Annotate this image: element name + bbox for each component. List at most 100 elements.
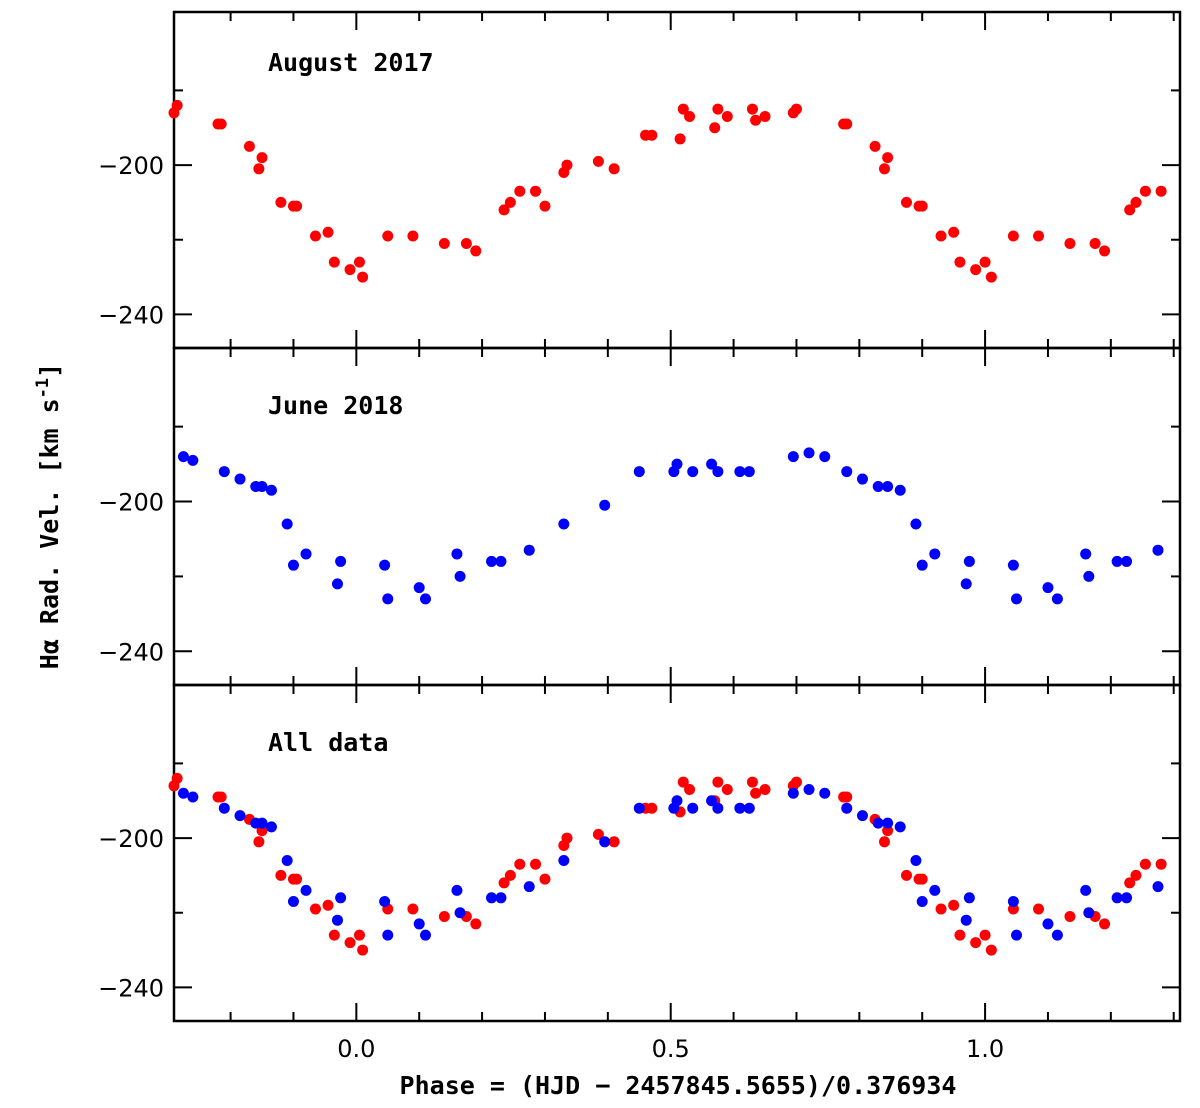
data-point <box>353 929 365 941</box>
data-point <box>687 802 699 814</box>
data-point <box>979 929 991 941</box>
data-point <box>1121 892 1133 904</box>
data-point <box>712 466 724 478</box>
panel-frame <box>172 683 1182 1023</box>
data-point <box>470 245 482 257</box>
panel-title: August 2017 <box>268 48 434 77</box>
data-point <box>759 784 771 796</box>
data-point <box>900 196 912 208</box>
data-point <box>187 791 199 803</box>
data-point <box>253 836 265 848</box>
data-point <box>215 118 227 130</box>
data-point <box>1033 230 1045 242</box>
data-point <box>495 892 507 904</box>
data-point <box>1152 544 1164 556</box>
data-point <box>561 159 573 171</box>
data-point <box>963 555 975 567</box>
data-point <box>1007 230 1019 242</box>
data-point <box>379 896 391 908</box>
data-point <box>243 140 255 152</box>
data-point <box>935 903 947 915</box>
data-point <box>1152 881 1164 893</box>
data-point <box>495 555 507 567</box>
data-point <box>558 518 570 530</box>
data-point <box>1124 877 1136 889</box>
data-point <box>674 133 686 145</box>
data-point <box>234 810 246 822</box>
panel-title: All data <box>268 728 388 757</box>
data-point <box>561 832 573 844</box>
data-point <box>281 854 293 866</box>
data-point <box>504 869 516 881</box>
data-point <box>734 802 746 814</box>
data-point <box>256 152 268 164</box>
data-point <box>929 548 941 560</box>
data-point <box>300 548 312 560</box>
data-point <box>379 559 391 571</box>
data-point <box>721 111 733 123</box>
data-point <box>954 256 966 268</box>
data-point <box>677 103 689 115</box>
data-point <box>633 466 645 478</box>
data-point <box>300 884 312 896</box>
data-point <box>407 903 419 915</box>
y-tick-label: −240 <box>98 974 164 1002</box>
data-point <box>712 103 724 115</box>
data-point <box>1064 910 1076 922</box>
data-point <box>1042 582 1054 594</box>
data-point <box>1089 237 1101 249</box>
data-point <box>265 821 277 833</box>
data-point <box>486 892 498 904</box>
data-point <box>539 873 551 885</box>
data-point <box>787 787 799 799</box>
panel-title: June 2018 <box>268 391 403 420</box>
data-point <box>746 776 758 788</box>
data-point <box>275 869 287 881</box>
data-point <box>709 122 721 134</box>
data-point <box>1124 204 1136 216</box>
x-tick-label: 0.0 <box>337 1035 375 1063</box>
data-point <box>878 163 890 175</box>
data-point <box>819 787 831 799</box>
data-point <box>916 873 928 885</box>
data-point <box>841 118 853 130</box>
data-point <box>291 873 303 885</box>
data-point <box>1130 869 1142 881</box>
y-tick-label: −200 <box>98 489 164 517</box>
data-point <box>504 196 516 208</box>
data-point <box>633 802 645 814</box>
data-point <box>954 929 966 941</box>
data-point <box>721 784 733 796</box>
data-point <box>706 795 718 807</box>
data-point <box>1007 896 1019 908</box>
data-point <box>454 907 466 919</box>
data-point <box>451 548 463 560</box>
data-point <box>882 152 894 164</box>
data-point <box>985 944 997 956</box>
data-point <box>335 555 347 567</box>
y-axis-label: Hα Rad. Vel. [km s-1] <box>33 363 64 669</box>
data-point <box>916 200 928 212</box>
data-point <box>328 256 340 268</box>
data-point <box>558 854 570 866</box>
y-tick-label: −240 <box>98 638 164 666</box>
data-point <box>1083 907 1095 919</box>
y-tick-label: −200 <box>98 825 164 853</box>
data-point <box>1011 929 1023 941</box>
data-point <box>309 903 321 915</box>
y-tick-label: −240 <box>98 301 164 329</box>
data-point <box>599 836 611 848</box>
data-point <box>985 271 997 283</box>
data-point <box>486 555 498 567</box>
data-point <box>970 264 982 276</box>
data-point <box>872 817 884 829</box>
data-point <box>743 802 755 814</box>
data-point <box>1080 884 1092 896</box>
data-point <box>344 264 356 276</box>
data-point <box>841 466 853 478</box>
data-point <box>357 271 369 283</box>
data-point <box>734 466 746 478</box>
data-point <box>407 230 419 242</box>
data-point <box>910 854 922 866</box>
data-point <box>803 784 815 796</box>
